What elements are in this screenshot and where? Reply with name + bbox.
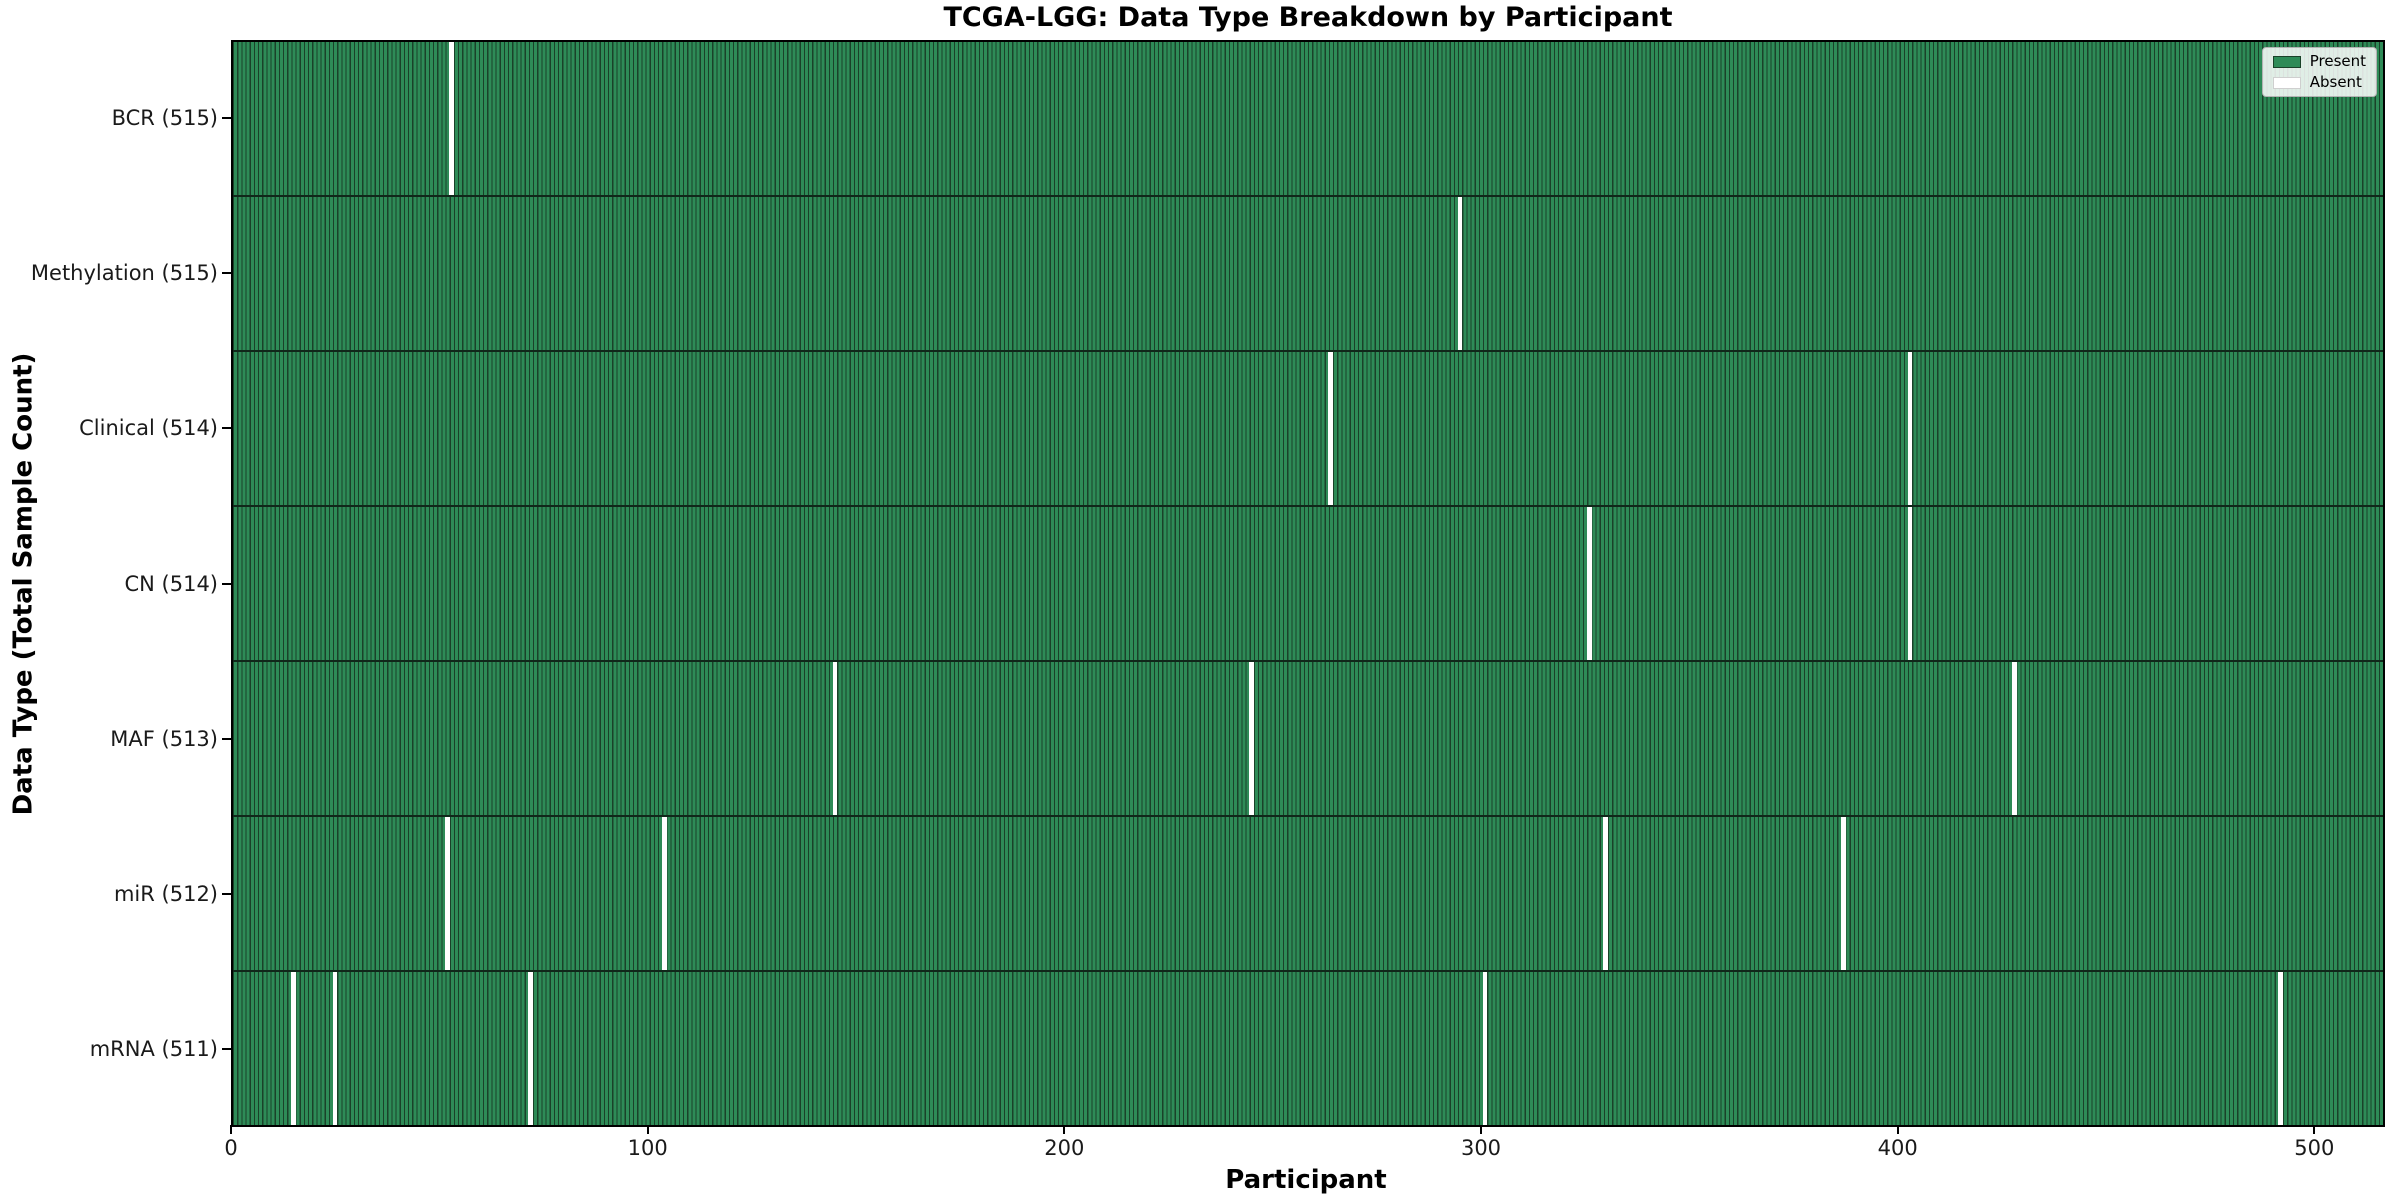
y-tick-label-Clinical: Clinical (514) <box>79 416 218 441</box>
y-tick-label-BCR: BCR (515) <box>111 105 218 130</box>
absent-mark <box>1457 197 1463 350</box>
y-tick-label-Methylation: Methylation (515) <box>30 260 218 285</box>
legend: Present Absent <box>2261 47 2377 97</box>
absent-mark <box>1249 662 1255 815</box>
y-tick-mark <box>222 1048 231 1051</box>
x-tick-mark <box>1480 1125 1482 1134</box>
row-mRNA <box>233 972 2383 1125</box>
absent-mark <box>445 817 450 970</box>
row-MAF <box>233 662 2383 817</box>
absent-mark <box>1482 972 1488 1125</box>
y-tick-label-mRNA: mRNA (511) <box>89 1037 218 1062</box>
absent-mark <box>661 817 667 970</box>
absent-mark <box>1586 507 1592 660</box>
absent-mark <box>1603 817 1609 970</box>
absent-mark <box>1840 817 1846 970</box>
y-tick-mark <box>222 271 231 274</box>
absent-mark <box>1907 507 1913 660</box>
x-tick-mark <box>230 1125 232 1134</box>
absent-mark <box>1328 352 1334 505</box>
absent-mark <box>2278 972 2284 1125</box>
absent-mark <box>2011 662 2017 815</box>
x-tick-label: 200 <box>1044 1136 1085 1160</box>
x-tick-mark <box>646 1125 649 1134</box>
x-tick-label: 0 <box>224 1136 238 1160</box>
plot-area: Present Absent <box>231 40 2385 1127</box>
y-tick-labels: BCR (515) Methylation (515) Clinical (514)… <box>0 40 218 1127</box>
x-tick-mark <box>1063 1125 1066 1134</box>
absent-mark <box>1907 352 1913 505</box>
row-Methylation <box>233 197 2383 352</box>
y-tick-mark <box>222 737 231 740</box>
legend-swatch-absent <box>2272 76 2301 89</box>
y-tick-mark <box>222 116 231 119</box>
y-tick-label-miR: miR (512) <box>113 882 218 907</box>
x-tick-label: 300 <box>1460 1136 1502 1160</box>
x-tick-labels: 0 100 200 300 400 500 <box>224 1136 2381 1162</box>
x-tick-label: 100 <box>627 1136 668 1160</box>
absent-mark <box>449 42 455 195</box>
legend-label-absent: Absent <box>2309 73 2362 91</box>
x-axis-label: Participant <box>1225 1165 1387 1195</box>
x-tick-label: 400 <box>1877 1136 1918 1160</box>
absent-mark <box>332 972 338 1125</box>
row-miR <box>233 817 2383 972</box>
absent-mark <box>290 972 296 1125</box>
legend-label-present: Present <box>2309 52 2366 70</box>
x-tick-mark <box>1896 1125 1899 1134</box>
x-tick-mark <box>2313 1125 2316 1134</box>
y-tick-mark <box>222 893 231 896</box>
x-tick-label: 500 <box>2294 1136 2335 1160</box>
row-CN <box>233 507 2383 662</box>
y-tick-label-CN: CN (514) <box>124 571 218 596</box>
absent-mark <box>832 662 838 815</box>
heatmap-rows <box>233 42 2383 1125</box>
y-tick-label-MAF: MAF (513) <box>110 726 218 751</box>
chart-title: TCGA-LGG: Data Type Breakdown by Partici… <box>943 2 1673 33</box>
y-tick-marks <box>222 40 231 1127</box>
row-Clinical <box>233 352 2383 507</box>
y-tick-mark <box>222 582 231 585</box>
absent-mark <box>528 972 534 1125</box>
legend-swatch-present <box>2272 55 2301 68</box>
x-tick-marks <box>230 1125 2381 1135</box>
y-tick-mark <box>222 427 231 430</box>
legend-entry-present: Present <box>2272 52 2366 70</box>
legend-entry-absent: Absent <box>2272 73 2366 91</box>
row-BCR <box>233 42 2383 197</box>
